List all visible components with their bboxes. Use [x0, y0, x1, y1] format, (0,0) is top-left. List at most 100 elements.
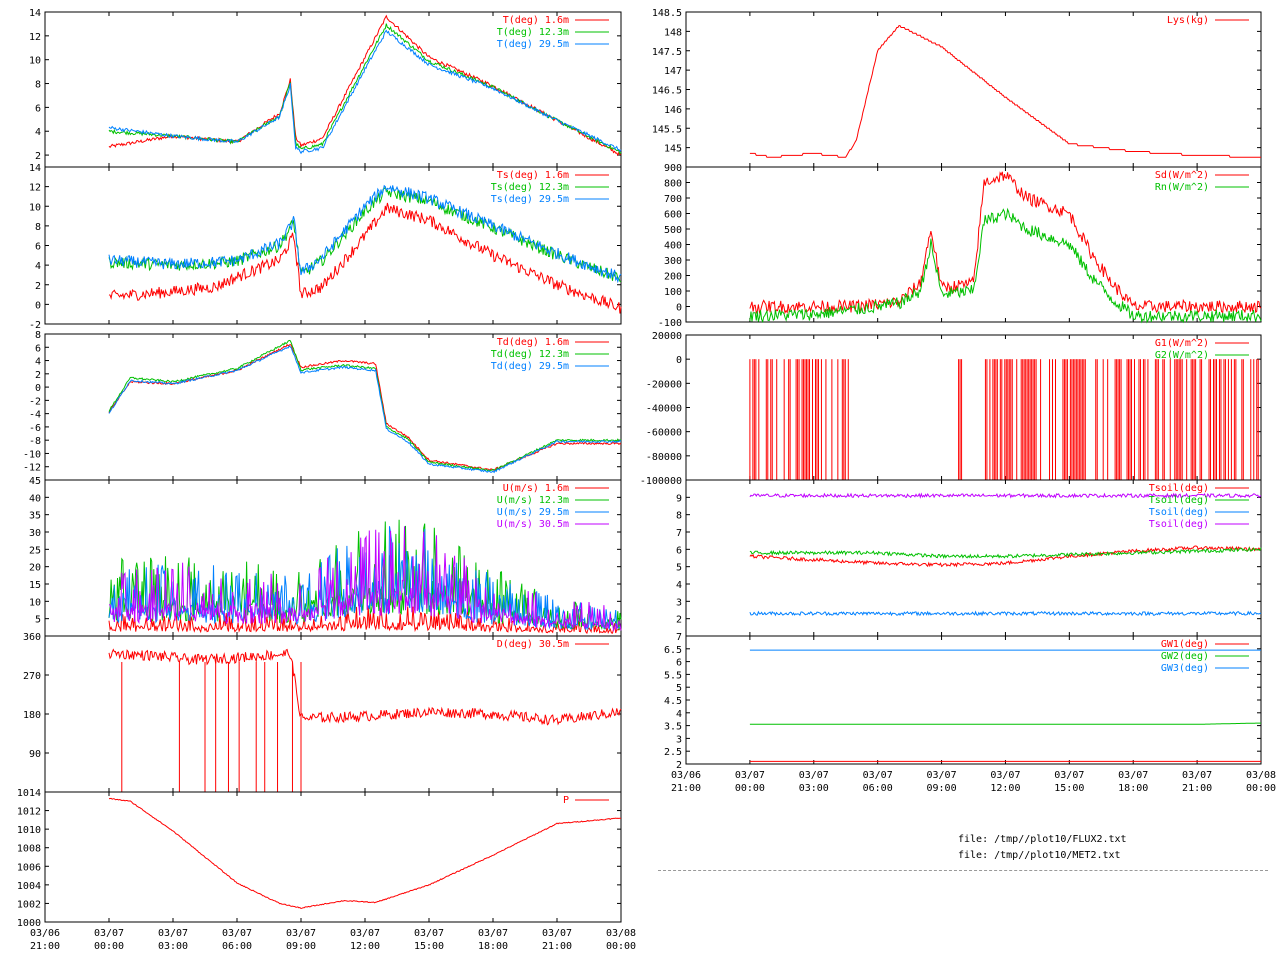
legend-label: G1(W/m^2)	[1155, 338, 1209, 349]
y-tick-label: 35	[29, 511, 41, 522]
x-tick-date: 03/07	[990, 770, 1020, 781]
y-tick-label: 4	[35, 261, 41, 272]
y-tick-label: 6	[35, 242, 41, 253]
y-tick-label: -2	[29, 320, 41, 331]
y-tick-label: 3	[676, 597, 682, 608]
series-line-7-1	[749, 207, 1262, 324]
series-line-9-1	[749, 546, 1262, 560]
y-tick-label: 0	[676, 303, 682, 314]
legend-label: GW2(deg)	[1161, 651, 1209, 662]
y-tick-label: -100	[658, 318, 682, 329]
y-tick-label: 360	[23, 632, 41, 643]
x-tick-date: 03/07	[542, 928, 572, 939]
y-tick-label: 2.5	[664, 747, 682, 758]
legend-label: U(m/s) 29.5m	[497, 507, 569, 518]
plot-frame-5	[44, 791, 622, 923]
legend-label: U(m/s) 30.5m	[497, 519, 569, 530]
legend-label: T(deg) 12.3m	[497, 27, 569, 38]
legend-label: T(deg) 1.6m	[503, 15, 569, 26]
y-tick-label: 7	[676, 528, 682, 539]
y-tick-label: 6	[35, 103, 41, 114]
legend-label: Ts(deg) 12.3m	[491, 182, 569, 193]
legend-label: Sd(W/m^2)	[1155, 170, 1209, 181]
x-tick-time: 00:00	[1246, 783, 1276, 794]
y-tick-label: 5	[35, 615, 41, 626]
legend-label: Tsoil(deg)	[1149, 495, 1209, 506]
y-tick-label: 1000	[17, 918, 41, 929]
y-tick-label: 10	[29, 597, 41, 608]
y-tick-label: 0	[35, 300, 41, 311]
y-tick-label: 5	[676, 683, 682, 694]
y-tick-label: 14	[29, 163, 41, 174]
file-note-1: file: /tmp//plot10/FLUX2.txt	[958, 834, 1127, 845]
legend-label: Rn(W/m^2)	[1155, 182, 1209, 193]
series-line-3-0	[108, 605, 622, 635]
y-tick-label: 146	[664, 105, 682, 116]
y-tick-label: 0	[35, 383, 41, 394]
y-tick-label: 1014	[17, 788, 41, 799]
x-tick-date: 03/07	[158, 928, 188, 939]
legend-label: U(m/s) 12.3m	[497, 495, 569, 506]
x-tick-time: 18:00	[1118, 783, 1148, 794]
x-tick-time: 09:00	[927, 783, 957, 794]
plot-frame-4	[44, 635, 622, 793]
y-tick-label: 600	[664, 210, 682, 221]
y-tick-label: 40	[29, 493, 41, 504]
x-tick-date: 03/08	[1246, 770, 1276, 781]
y-tick-label: 4	[35, 127, 41, 138]
legend-label: Tsoil(deg)	[1149, 483, 1209, 494]
x-tick-time: 00:00	[94, 941, 124, 952]
y-tick-label: 3	[676, 734, 682, 745]
series-line-9-3	[749, 492, 1262, 499]
legend-label: Ts(deg) 1.6m	[497, 170, 569, 181]
y-tick-label: -100000	[640, 476, 682, 487]
y-tick-label: 300	[664, 256, 682, 267]
x-tick-time: 12:00	[990, 783, 1020, 794]
x-tick-time: 21:00	[30, 941, 60, 952]
y-tick-label: 20	[29, 563, 41, 574]
series-line-4-0	[108, 648, 622, 726]
y-tick-label: -6	[29, 423, 41, 434]
x-tick-date: 03/07	[735, 770, 765, 781]
y-tick-label: -20000	[646, 379, 682, 390]
legend-label: T(deg) 29.5m	[497, 39, 569, 50]
y-tick-label: 6.5	[664, 645, 682, 656]
x-tick-date: 03/07	[1118, 770, 1148, 781]
y-tick-label: 145.5	[652, 124, 682, 135]
legend-label: D(deg) 30.5m	[497, 639, 569, 650]
y-tick-label: -12	[23, 463, 41, 474]
legend-label: Tsoil(deg)	[1149, 519, 1209, 530]
y-tick-label: 14	[29, 8, 41, 19]
y-tick-label: -80000	[646, 452, 682, 463]
y-tick-label: 145	[664, 144, 682, 155]
y-tick-label: 2	[35, 151, 41, 162]
y-tick-label: 8	[35, 330, 41, 341]
series-line-0-2	[108, 29, 622, 155]
series-line-10-1	[749, 722, 1262, 725]
y-tick-label: 147.5	[652, 47, 682, 58]
y-tick-label: 2	[676, 615, 682, 626]
x-tick-time: 12:00	[350, 941, 380, 952]
y-tick-label: -40000	[646, 404, 682, 415]
x-tick-date: 03/06	[671, 770, 701, 781]
separator-line	[658, 870, 1268, 871]
y-tick-label: 700	[664, 194, 682, 205]
legend-label: G2(W/m^2)	[1155, 350, 1209, 361]
y-tick-label: 147	[664, 66, 682, 77]
y-tick-label: 1008	[17, 844, 41, 855]
legend-label: Lys(kg)	[1167, 15, 1209, 26]
plot-frame-6	[685, 11, 1262, 168]
y-tick-label: 4	[676, 580, 682, 591]
y-tick-label: 500	[664, 225, 682, 236]
y-tick-label: -60000	[646, 428, 682, 439]
y-tick-label: 1004	[17, 881, 41, 892]
x-tick-time: 03:00	[799, 783, 829, 794]
x-tick-date: 03/07	[222, 928, 252, 939]
y-tick-label: 5.5	[664, 670, 682, 681]
y-tick-label: 6	[35, 343, 41, 354]
legend-label: Td(deg) 1.6m	[497, 337, 569, 348]
x-tick-time: 06:00	[222, 941, 252, 952]
y-tick-label: 1006	[17, 862, 41, 873]
series-line-5-0	[108, 797, 621, 910]
